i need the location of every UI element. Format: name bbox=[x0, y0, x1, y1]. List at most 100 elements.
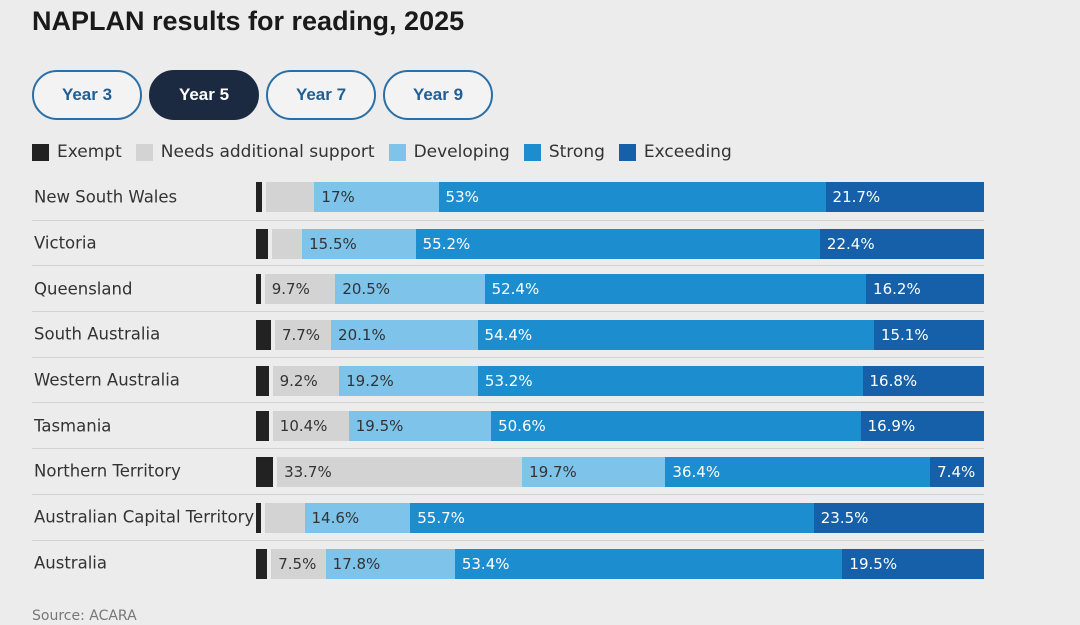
segment-value-label: 33.7% bbox=[284, 463, 332, 482]
chart-rows: New South Wales 17% 53% 21.7% Victoria 15.5% 5… bbox=[32, 174, 984, 585]
segment-value-label: 52.4% bbox=[491, 280, 540, 299]
bar-segment-exceeding: 19.5% bbox=[842, 548, 984, 579]
bar-segment-exempt bbox=[256, 411, 273, 442]
bar-segment-strong: 50.6% bbox=[491, 411, 861, 442]
chart-row: Australia 7.5% 17.8% 53.4% 19.5% bbox=[32, 539, 984, 586]
bar-segment-strong: 55.7% bbox=[410, 502, 814, 533]
legend-swatch-exceeding bbox=[618, 143, 636, 161]
chart-row: Queensland 9.7% 20.5% 52.4% 16.2% bbox=[32, 265, 984, 311]
segment-value-label: 17% bbox=[321, 188, 355, 206]
bar-segment-strong: 55.2% bbox=[415, 228, 820, 259]
bar-segment-exceeding: 21.7% bbox=[825, 182, 984, 212]
bar-segment-exempt bbox=[256, 365, 273, 396]
bar-segment-exempt bbox=[256, 182, 267, 212]
stacked-bar: 33.7% 19.7% 36.4% 7.4% bbox=[256, 457, 984, 488]
stacked-bar: 15.5% 55.2% 22.4% bbox=[256, 228, 984, 259]
bar-segment-exempt bbox=[256, 320, 275, 351]
stacked-bar: 7.5% 17.8% 53.4% 19.5% bbox=[256, 548, 984, 579]
stacked-bar: 9.7% 20.5% 52.4% 16.2% bbox=[256, 274, 984, 305]
tab-year-7[interactable]: Year 7 bbox=[266, 70, 376, 120]
category-label: Australian Capital Territory bbox=[34, 507, 255, 527]
legend-label: Needs additional support bbox=[160, 142, 375, 162]
bar-segment-exempt bbox=[256, 548, 272, 579]
chart-row: Australian Capital Territory 14.6% 55.7% 23… bbox=[32, 493, 984, 540]
bar-segment-exceeding: 7.4% bbox=[930, 457, 984, 488]
legend-label: Exempt bbox=[57, 142, 122, 162]
segment-value-label: 16.8% bbox=[869, 371, 918, 390]
bar-segment-exempt bbox=[256, 502, 265, 533]
segment-value-label: 23.5% bbox=[820, 508, 869, 527]
bar-segment-exempt bbox=[256, 274, 265, 305]
bar-segment-exceeding: 15.1% bbox=[873, 320, 984, 351]
bar-segment-developing: 19.5% bbox=[348, 411, 492, 442]
legend-item-needs: Needs additional support bbox=[135, 142, 375, 162]
bar-segment-exceeding: 16.2% bbox=[866, 274, 984, 305]
segment-value-label: 19.5% bbox=[355, 417, 404, 436]
category-label: Western Australia bbox=[34, 370, 180, 390]
segment-value-label: 36.4% bbox=[672, 463, 721, 482]
year-tabs: Year 3 Year 5 Year 7 Year 9 bbox=[32, 70, 493, 120]
bar-segment-strong: 54.4% bbox=[477, 320, 874, 351]
stacked-bar: 14.6% 55.7% 23.5% bbox=[256, 502, 984, 533]
segment-value-label: 9.2% bbox=[279, 371, 318, 390]
chart-title: NAPLAN results for reading, 2025 bbox=[32, 6, 465, 36]
tab-year-9[interactable]: Year 9 bbox=[383, 70, 493, 120]
segment-value-label: 9.7% bbox=[271, 280, 310, 299]
category-label: Victoria bbox=[34, 233, 97, 253]
bar-segment-developing: 17% bbox=[314, 182, 439, 212]
segment-value-label: 20.5% bbox=[342, 280, 390, 299]
bar-segment-developing: 14.6% bbox=[304, 502, 411, 533]
segment-value-label: 55.7% bbox=[417, 508, 465, 527]
segment-value-label: 19.5% bbox=[849, 554, 898, 573]
bar-segment-strong: 36.4% bbox=[665, 457, 931, 488]
legend-swatch-exempt bbox=[32, 143, 49, 161]
stacked-bar: 17% 53% 21.7% bbox=[256, 182, 984, 212]
legend-item-developing: Developing bbox=[388, 142, 510, 162]
segment-value-label: 50.6% bbox=[498, 417, 546, 436]
segment-value-label: 21.7% bbox=[832, 188, 881, 206]
bar-segment-developing: 19.7% bbox=[522, 457, 666, 488]
category-label: New South Wales bbox=[34, 187, 178, 207]
segment-value-label: 14.6% bbox=[311, 508, 360, 527]
segment-value-label: 7.4% bbox=[937, 463, 976, 482]
bar-segment-exceeding: 23.5% bbox=[813, 502, 984, 533]
category-label: Northern Territory bbox=[34, 461, 181, 481]
segment-value-label: 22.4% bbox=[826, 234, 875, 253]
segment-value-label: 55.2% bbox=[422, 234, 471, 253]
segment-value-label: 15.1% bbox=[880, 326, 929, 345]
legend-item-exceeding: Exceeding bbox=[618, 142, 732, 162]
bar-segment-developing: 15.5% bbox=[302, 228, 416, 259]
bar-segment-exceeding: 22.4% bbox=[819, 228, 984, 259]
legend-swatch-strong bbox=[523, 143, 541, 161]
legend-label: Exceeding bbox=[643, 142, 732, 162]
source-note: Source: ACARA bbox=[32, 608, 137, 624]
bar-segment-developing: 17.8% bbox=[325, 548, 455, 579]
segment-value-label: 16.9% bbox=[867, 417, 916, 436]
stacked-bar: 9.2% 19.2% 53.2% 16.8% bbox=[256, 365, 984, 396]
segment-value-label: 53% bbox=[445, 188, 479, 206]
bar-segment-developing: 20.5% bbox=[335, 274, 485, 305]
bar-segment-needs bbox=[272, 228, 303, 259]
category-label: South Australia bbox=[34, 324, 161, 344]
bar-segment-exceeding: 16.9% bbox=[860, 411, 984, 442]
legend-swatch-developing bbox=[388, 143, 406, 161]
bar-segment-needs: 33.7% bbox=[277, 457, 523, 488]
bar-segment-needs: 7.5% bbox=[271, 548, 326, 579]
bar-segment-strong: 53% bbox=[438, 182, 826, 212]
segment-value-label: 15.5% bbox=[309, 234, 357, 253]
segment-value-label: 7.5% bbox=[278, 554, 317, 573]
segment-value-label: 20.1% bbox=[338, 326, 386, 345]
tab-year-5[interactable]: Year 5 bbox=[149, 70, 259, 120]
segment-value-label: 53.2% bbox=[484, 371, 533, 390]
category-label: Tasmania bbox=[34, 416, 112, 436]
tab-year-3[interactable]: Year 3 bbox=[32, 70, 142, 120]
segment-value-label: 53.4% bbox=[461, 554, 510, 573]
bar-segment-needs: 9.2% bbox=[272, 365, 340, 396]
legend-swatch-needs bbox=[135, 143, 153, 161]
bar-segment-strong: 53.2% bbox=[477, 365, 863, 396]
bar-segment-needs bbox=[266, 182, 315, 212]
segment-value-label: 17.8% bbox=[332, 554, 381, 573]
bar-segment-needs: 9.7% bbox=[264, 274, 336, 305]
legend-label: Developing bbox=[413, 142, 510, 162]
bar-segment-exempt bbox=[256, 228, 273, 259]
